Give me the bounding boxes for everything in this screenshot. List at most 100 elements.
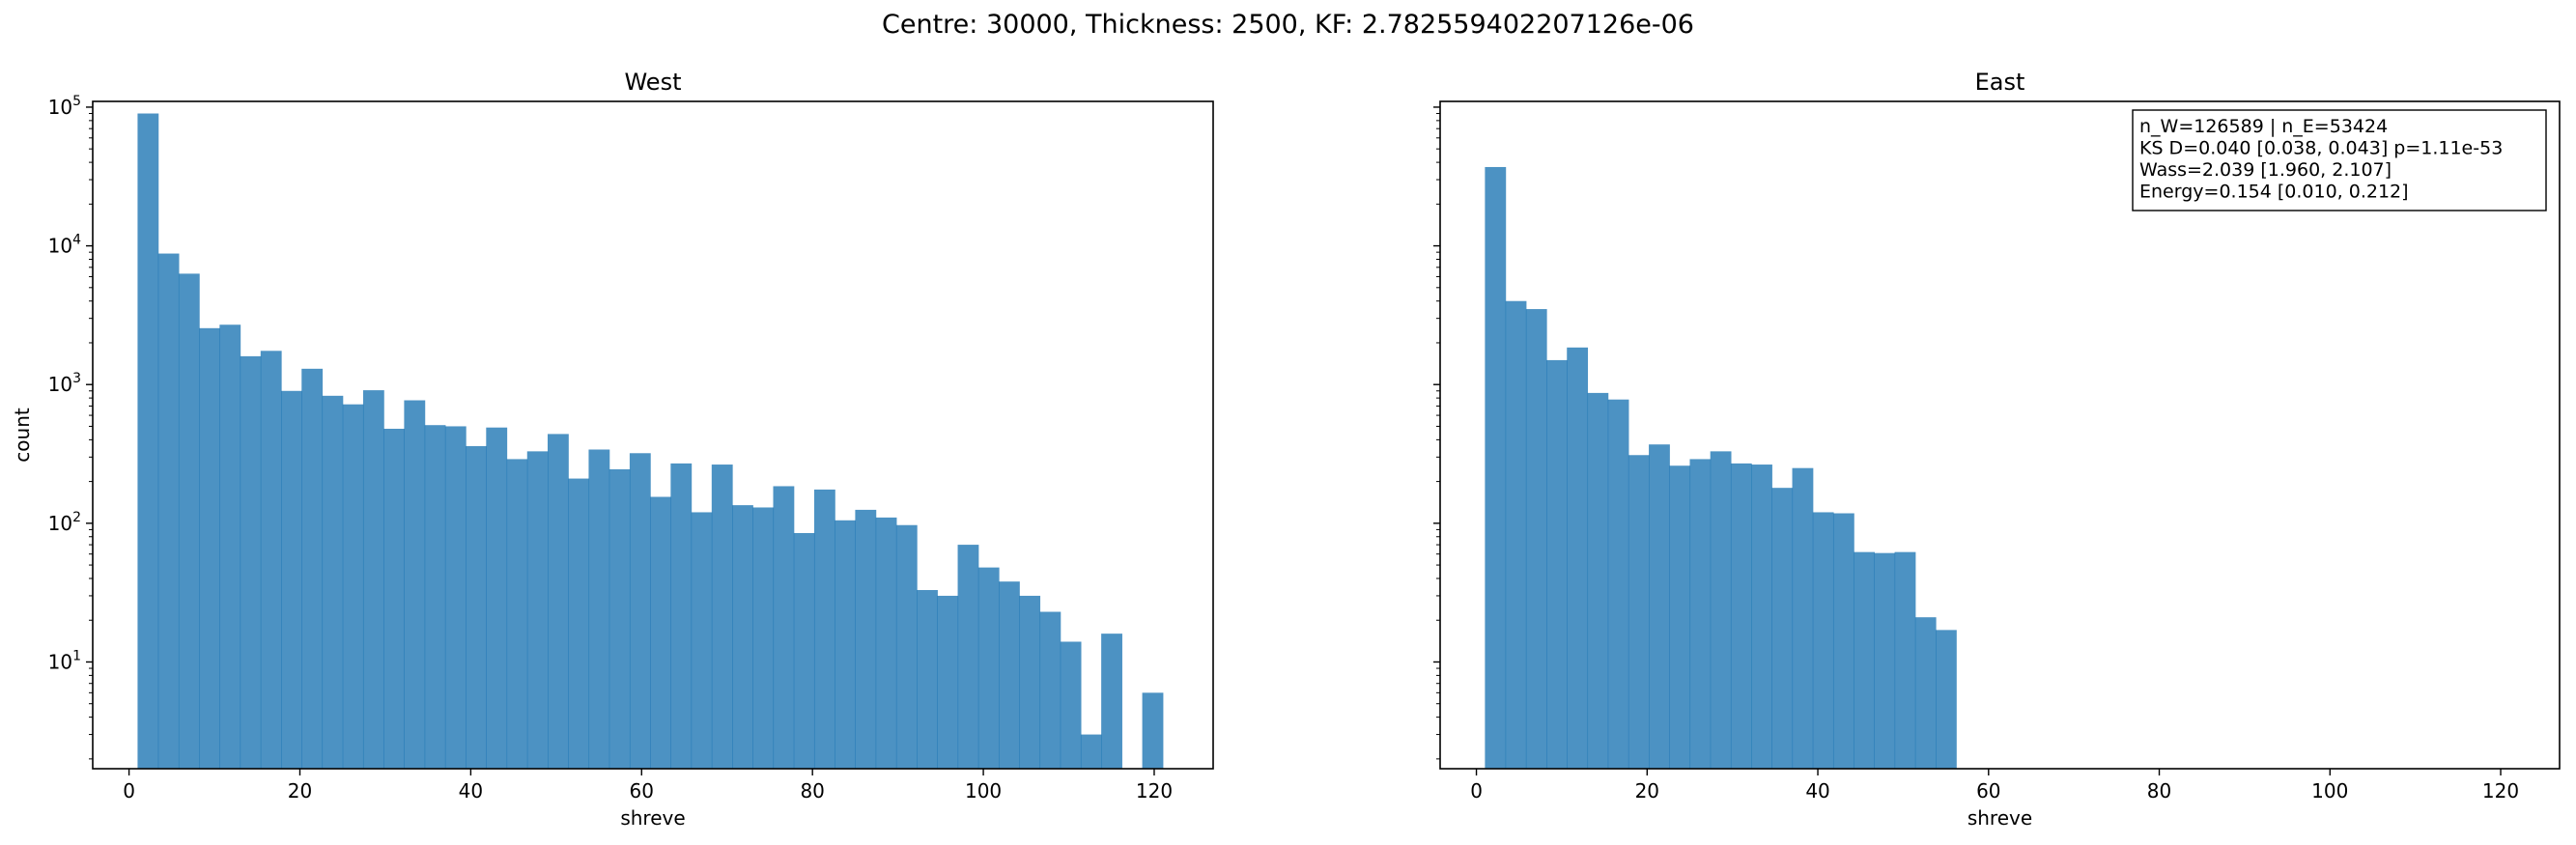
bar <box>1914 617 1937 769</box>
bar <box>404 400 426 769</box>
y-tick-label: 104 <box>48 233 81 258</box>
panel-title-west: West <box>624 69 681 96</box>
bar <box>1874 552 1896 769</box>
bar <box>609 468 631 769</box>
bar <box>957 545 979 769</box>
panel-east: 0 20 40 60 80 100 120 East shreve n_W=126589 | n_… <box>1433 69 2561 830</box>
bar <box>752 507 775 769</box>
bar <box>1525 309 1547 769</box>
bar <box>1854 551 1875 769</box>
bar <box>855 509 877 769</box>
bar <box>568 478 590 769</box>
bar <box>1669 465 1691 769</box>
x-tick-label: 120 <box>1136 779 1173 803</box>
bars-west <box>137 113 1164 769</box>
y-tick-label: 102 <box>48 510 81 535</box>
bar <box>199 327 220 769</box>
bar <box>1812 512 1834 769</box>
bar <box>178 273 200 769</box>
bar <box>1505 300 1527 769</box>
bar <box>895 524 918 769</box>
stats-line: KS D=0.040 [0.038, 0.043] p=1.11e-53 <box>2139 138 2503 159</box>
bar <box>711 465 733 769</box>
x-tick-label: 80 <box>2147 779 2171 803</box>
x-tick-label: 100 <box>965 779 1002 803</box>
bar <box>629 453 651 769</box>
stats-line: Energy=0.154 [0.010, 0.212] <box>2139 182 2409 203</box>
bar <box>362 390 384 769</box>
x-tick-label: 20 <box>1635 779 1659 803</box>
bar <box>875 517 897 769</box>
x-tick-label: 40 <box>1805 779 1829 803</box>
bar <box>835 520 857 769</box>
x-axis-label: shreve <box>620 806 685 830</box>
bar <box>998 581 1020 769</box>
panel-west: 0 20 40 60 80 100 120 101 102 103 104 105 West shreve… <box>11 69 1214 830</box>
bar <box>793 532 815 769</box>
bar <box>322 395 344 769</box>
bar <box>1792 467 1814 769</box>
bar <box>240 355 262 769</box>
bar <box>937 595 959 769</box>
axes-frame-east <box>1439 100 2561 770</box>
bar <box>281 390 302 769</box>
bar <box>1587 392 1609 769</box>
x-tick-label: 100 <box>2311 779 2348 803</box>
bar <box>157 253 180 769</box>
bar <box>1894 551 1916 769</box>
bar <box>137 113 159 769</box>
y-tick-label: 101 <box>48 648 81 673</box>
bar <box>1649 444 1670 769</box>
bar <box>1710 451 1732 769</box>
bar <box>1546 359 1568 769</box>
bar <box>1751 465 1772 769</box>
x-tick-label: 0 <box>123 779 135 803</box>
bar <box>773 486 795 769</box>
bar <box>219 324 241 769</box>
x-axis-label: shreve <box>1967 806 2032 830</box>
bar <box>424 425 446 769</box>
bar <box>1080 734 1102 769</box>
x-tick-label: 120 <box>2482 779 2519 803</box>
bar <box>1607 399 1629 769</box>
x-tick-label: 0 <box>1470 779 1483 803</box>
bar <box>1689 459 1712 769</box>
axes-frame-west <box>92 100 1214 770</box>
bar <box>691 512 713 769</box>
stats-line: Wass=2.039 [1.960, 2.107] <box>2139 159 2392 181</box>
bar <box>1628 455 1650 769</box>
bar <box>588 449 610 769</box>
bar <box>732 505 753 769</box>
bar <box>1730 463 1752 769</box>
x-tick-label: 60 <box>630 779 654 803</box>
bars-east <box>1485 166 1957 769</box>
bar <box>506 459 528 769</box>
stats-box <box>2132 109 2547 211</box>
bar <box>1771 488 1794 769</box>
bar <box>486 427 508 769</box>
bar <box>650 496 671 769</box>
bar <box>1142 692 1164 769</box>
bar <box>917 589 938 769</box>
bar <box>1019 595 1041 769</box>
bar <box>1485 166 1507 769</box>
x-tick-label: 20 <box>288 779 312 803</box>
y-axis-label: count <box>11 408 34 463</box>
bar <box>813 489 835 769</box>
bar <box>301 368 324 769</box>
bar <box>260 351 282 769</box>
bar <box>342 404 364 769</box>
x-tick-label: 40 <box>459 779 483 803</box>
bar <box>526 451 549 769</box>
x-tick-label: 80 <box>800 779 824 803</box>
panel-title-east: East <box>1975 69 2025 96</box>
figure-title: Centre: 30000, Thickness: 2500, KF: 2.78… <box>882 10 1694 40</box>
bar <box>1060 641 1082 769</box>
bar <box>1101 634 1122 769</box>
bar <box>444 426 467 769</box>
x-tick-label: 60 <box>1976 779 2000 803</box>
bar <box>1936 630 1957 769</box>
bar <box>547 434 569 769</box>
bar <box>670 463 693 769</box>
